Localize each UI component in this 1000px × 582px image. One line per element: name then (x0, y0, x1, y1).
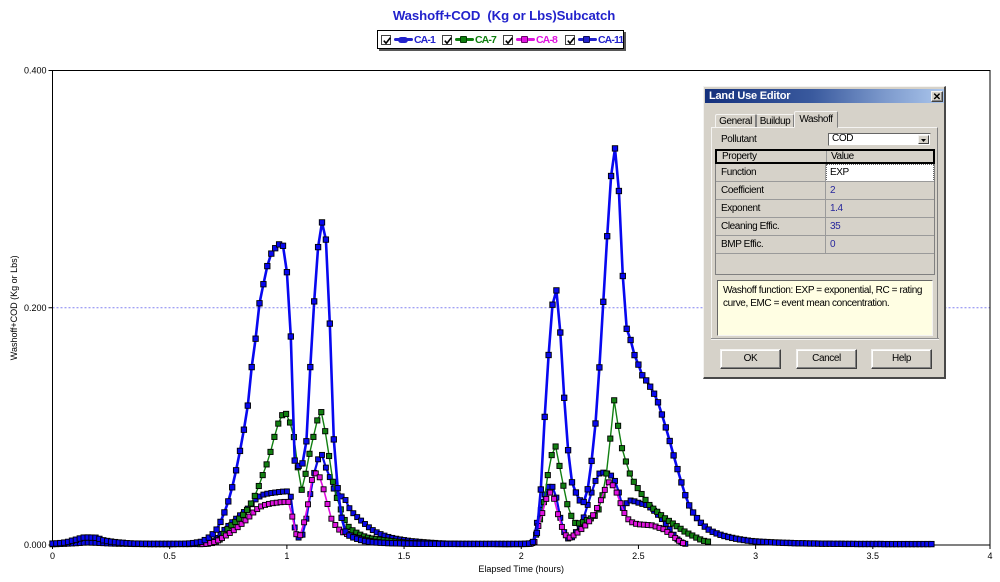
svg-text:3.5: 3.5 (867, 551, 880, 561)
svg-text:0.400: 0.400 (24, 66, 47, 76)
svg-text:4: 4 (987, 551, 992, 561)
svg-text:0.5: 0.5 (163, 551, 176, 561)
svg-text:0.000: 0.000 (24, 540, 47, 550)
svg-text:1.5: 1.5 (398, 551, 411, 561)
svg-text:3: 3 (753, 551, 758, 561)
svg-text:Elapsed Time (hours): Elapsed Time (hours) (478, 564, 564, 574)
svg-text:2.5: 2.5 (632, 551, 645, 561)
svg-text:0.200: 0.200 (24, 303, 47, 313)
svg-text:Washoff+COD (Kg or Lbs): Washoff+COD (Kg or Lbs) (9, 255, 19, 360)
svg-text:0: 0 (50, 551, 55, 561)
svg-text:2: 2 (519, 551, 524, 561)
svg-text:1: 1 (284, 551, 289, 561)
